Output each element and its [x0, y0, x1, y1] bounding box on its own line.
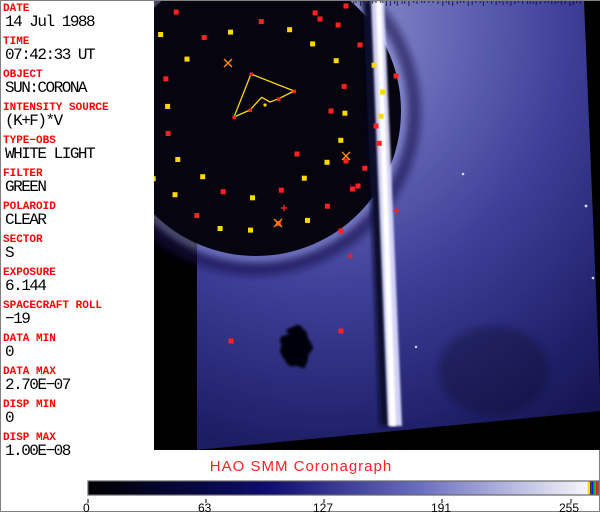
svg-text:63: 63 — [198, 501, 212, 512]
svg-text:255: 255 — [559, 501, 579, 512]
svg-text:HAO SMM Coronagraph: HAO SMM Coronagraph — [210, 458, 392, 475]
svg-text:0: 0 — [83, 501, 90, 512]
svg-text:127: 127 — [313, 501, 333, 512]
svg-text:191: 191 — [431, 501, 451, 512]
